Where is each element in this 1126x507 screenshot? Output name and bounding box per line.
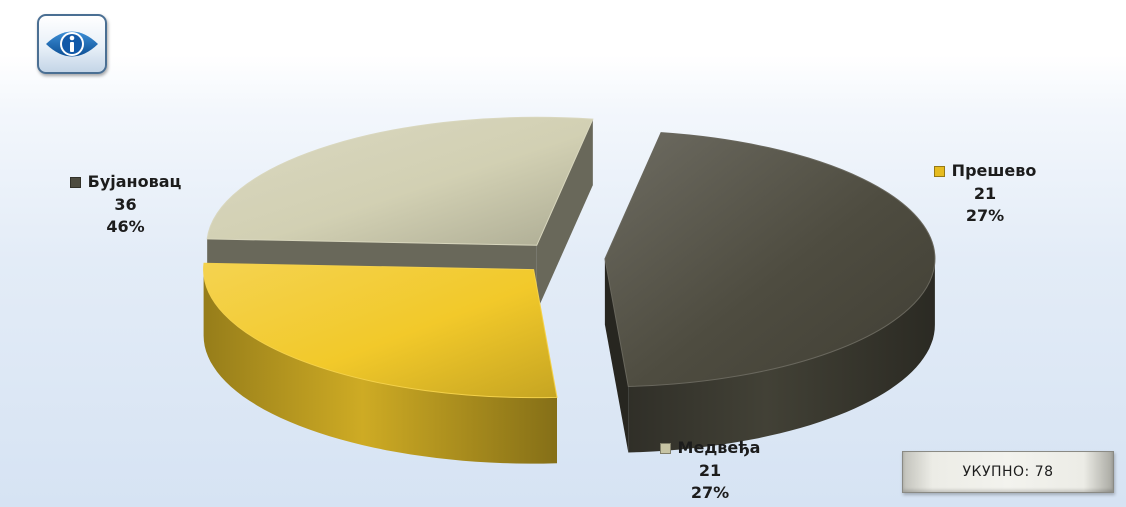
legend-marker-bujanovac xyxy=(69,176,81,188)
slice-side-wall xyxy=(628,258,935,453)
slice-top-face xyxy=(203,262,558,399)
label-percent-bujanovac: 46% xyxy=(106,216,145,236)
label-name-bujanovac: Бујановац xyxy=(87,172,182,191)
label-name-medvedja: Медвеђа xyxy=(677,438,761,457)
label-medvedja: Медвеђа 21 27% xyxy=(645,437,775,504)
label-percent-medvedja: 27% xyxy=(690,482,730,502)
slice-cut-face xyxy=(604,258,629,453)
slice-cut-face xyxy=(536,119,593,312)
label-presevo: Прешево 21 27% xyxy=(930,160,1040,227)
label-name-presevo: Прешево xyxy=(951,161,1037,180)
label-value-presevo: 21 xyxy=(973,183,997,203)
label-bujanovac: Бујановац 36 46% xyxy=(58,171,193,238)
slice-top-face xyxy=(604,132,936,388)
legend-marker-medvedja xyxy=(659,442,671,454)
total-box: УКУПНО: 78 xyxy=(902,451,1114,493)
slice-side-wall xyxy=(203,269,557,464)
label-value-medvedja: 21 xyxy=(698,460,722,480)
pie-slices xyxy=(203,116,936,464)
pie-slice-presevo xyxy=(203,262,558,464)
slice-top-face xyxy=(206,116,594,246)
legend-marker-presevo xyxy=(933,165,945,177)
info-icon xyxy=(46,31,98,57)
label-percent-presevo: 27% xyxy=(965,205,1005,225)
pie-slice-bujanovac xyxy=(604,132,936,453)
total-label: УКУПНО: 78 xyxy=(962,464,1054,480)
info-button[interactable] xyxy=(37,14,107,74)
label-value-bujanovac: 36 xyxy=(114,194,137,214)
